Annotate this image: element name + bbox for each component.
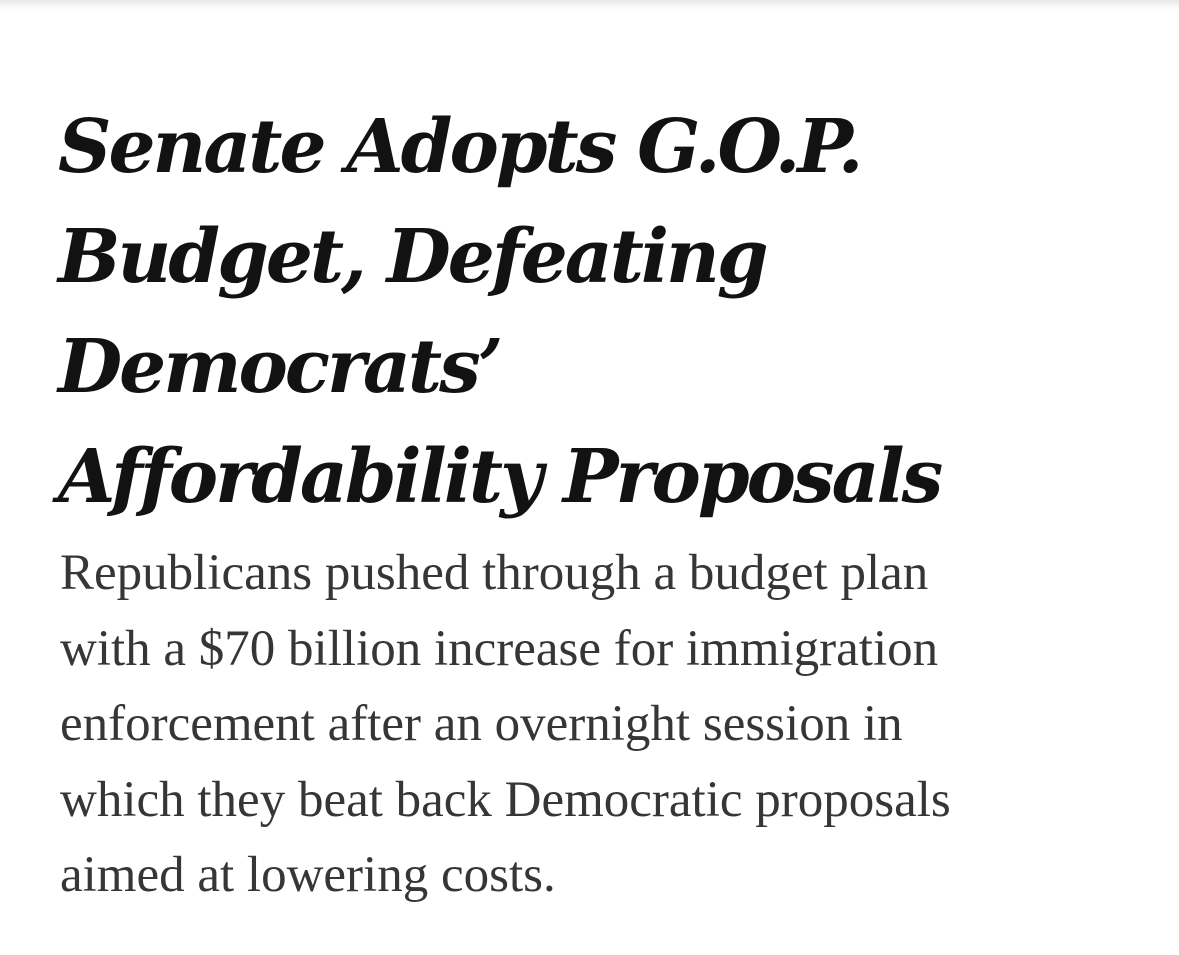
summary-line: aimed at lowering costs. [60,847,556,903]
summary-line: enforcement after an overnight session i… [60,696,903,752]
headline-line[interactable]: Senate Adopts G.O.P. [58,104,864,190]
headline[interactable]: Senate Adopts G.O.P. Budget, Defeating D… [58,92,1058,532]
headline-line[interactable]: Affordability Proposals [58,434,943,520]
summary-line: Republicans pushed through a budget plan [60,545,929,601]
top-bar-shadow [0,0,1179,10]
article-header: Senate Adopts G.O.P. Budget, Defeating D… [58,92,1138,914]
summary-line: which they beat back Democratic proposal… [60,771,951,828]
summary-line: with a $70 billion increase for immigrat… [60,620,939,677]
headline-line[interactable]: Budget, Defeating [58,214,769,300]
headline-line[interactable]: Democrats’ [58,324,504,410]
article-summary: Republicans pushed through a budget plan… [60,536,1140,914]
